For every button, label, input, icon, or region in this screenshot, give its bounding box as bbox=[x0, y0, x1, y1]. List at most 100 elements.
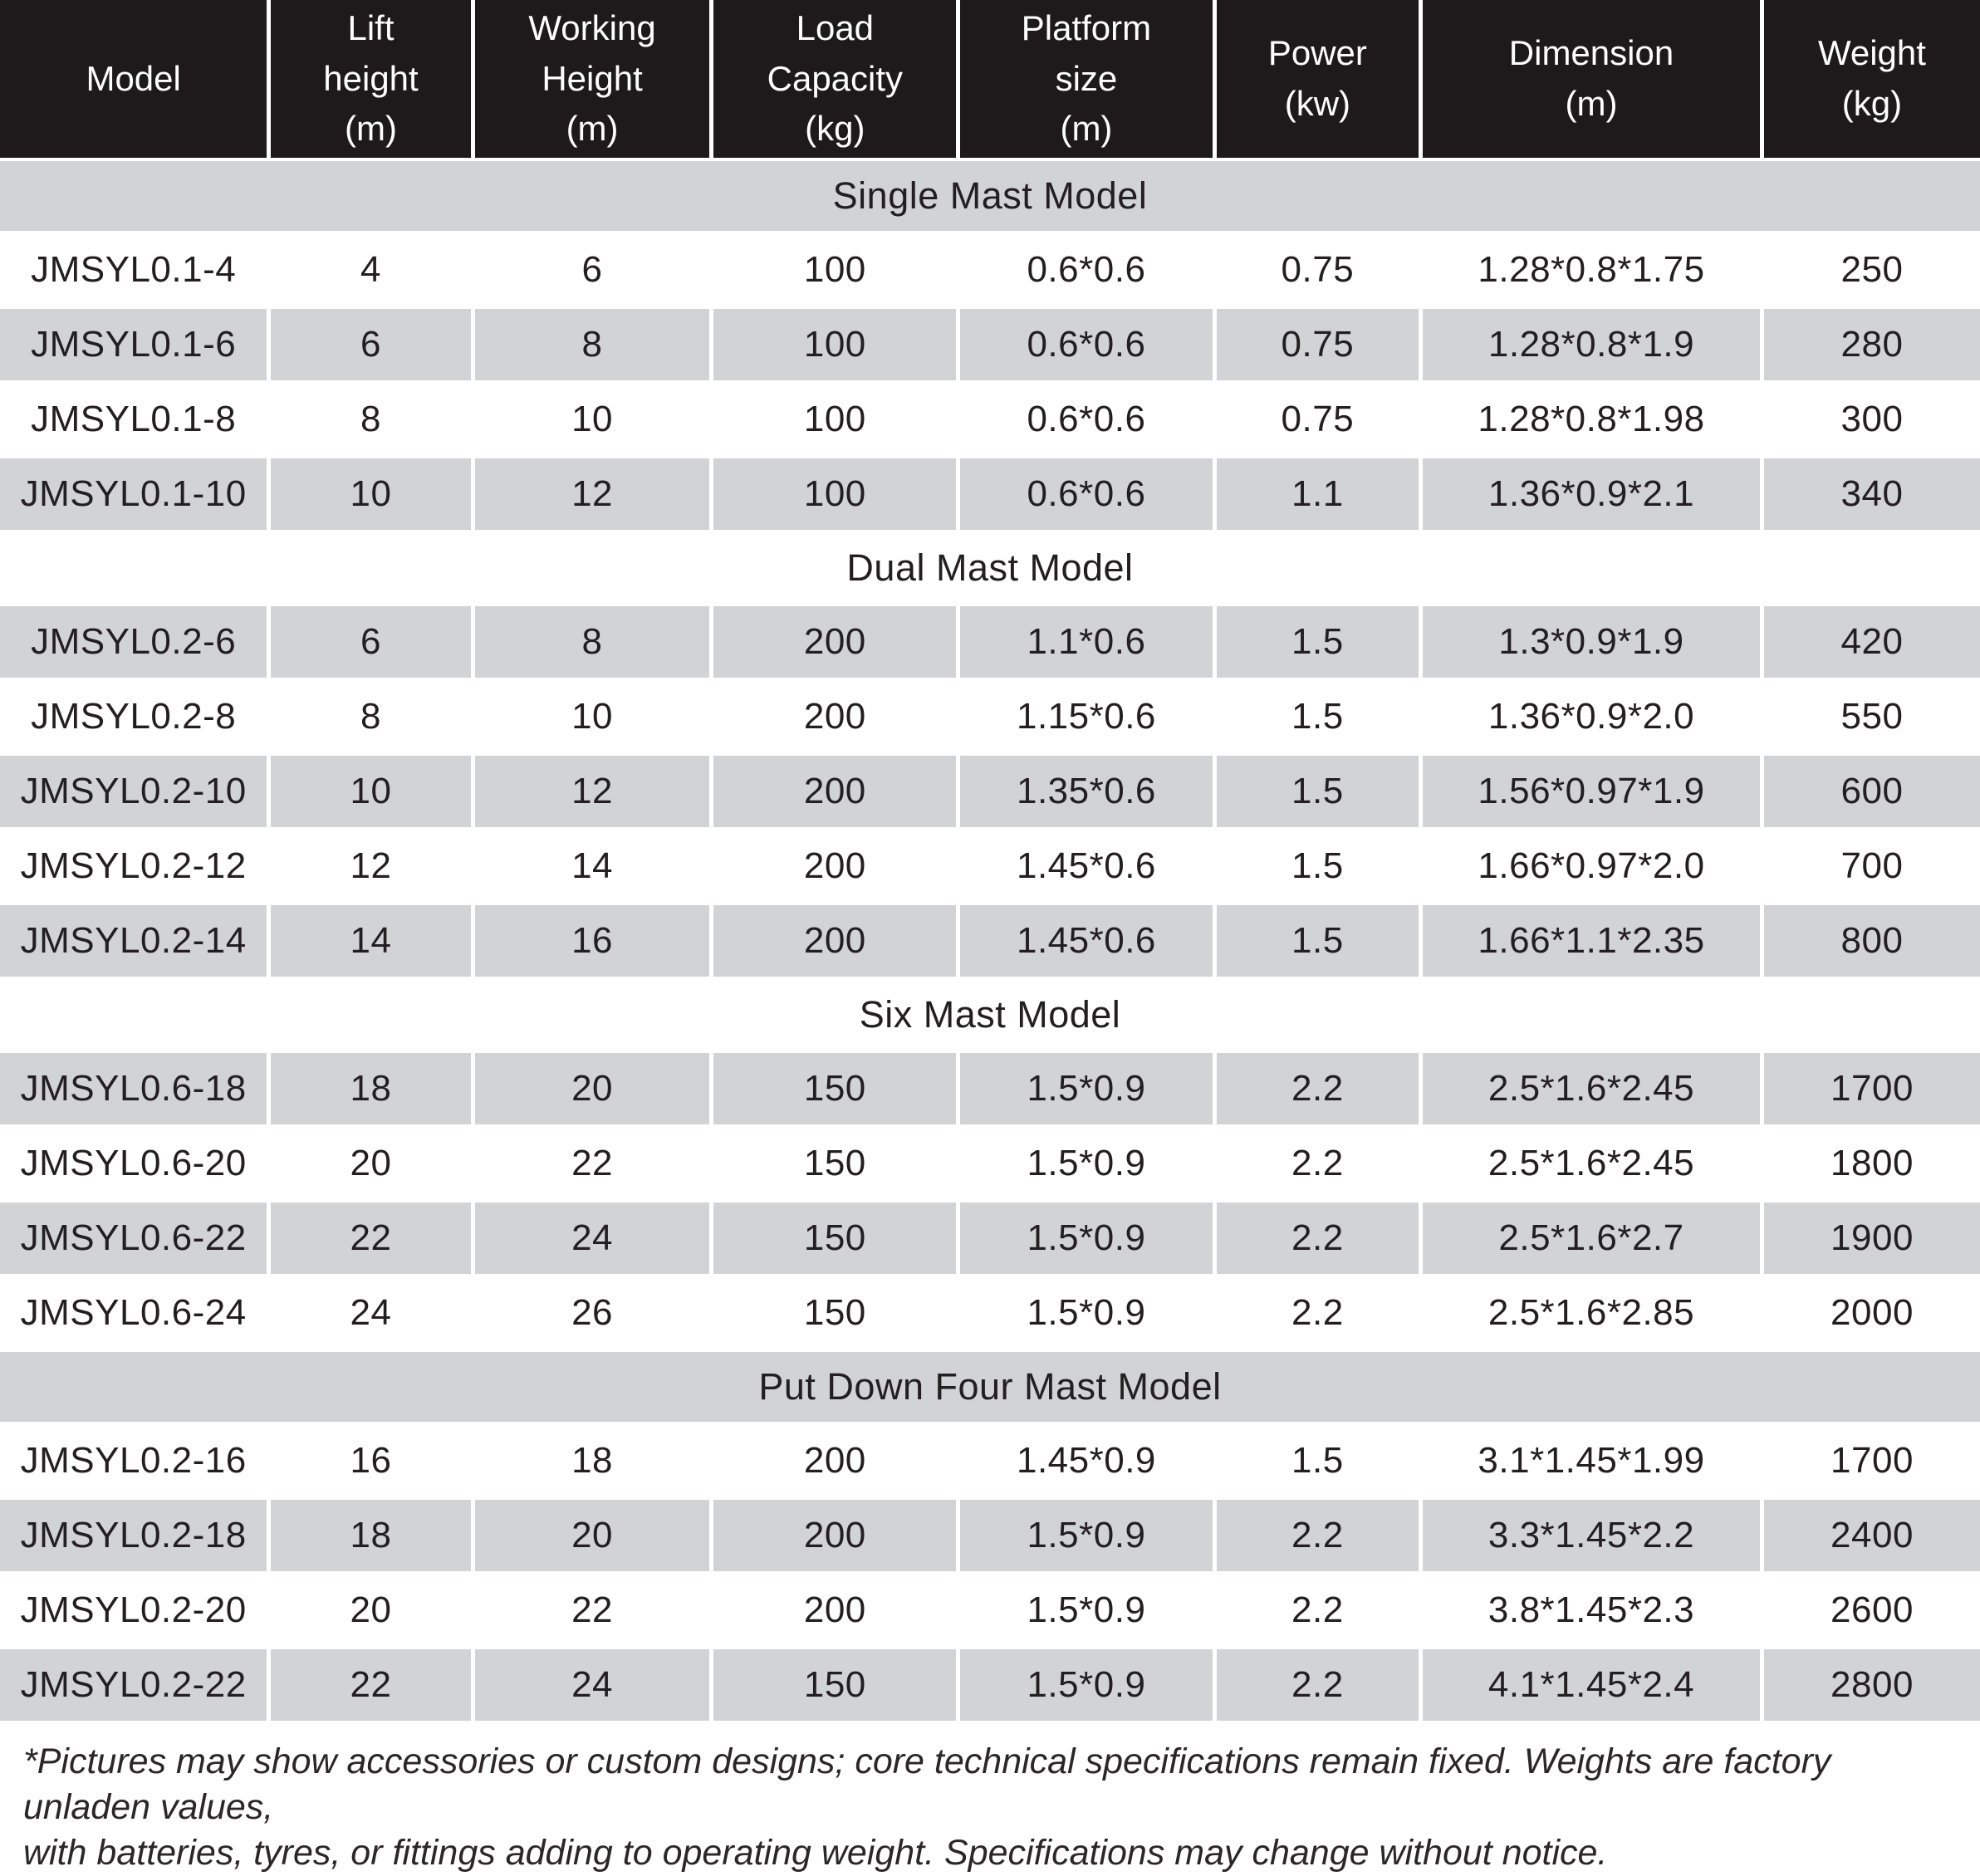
cell-weight: 2600 bbox=[1763, 1575, 1980, 1646]
cell-working-height: 14 bbox=[474, 830, 710, 902]
cell-load-capacity: 200 bbox=[713, 905, 957, 977]
cell-platform-size: 1.1*0.6 bbox=[960, 606, 1213, 678]
table-row: JMSYL0.2-14 14 16 200 1.45*0.6 1.5 1.66*1.1*2.… bbox=[0, 905, 1980, 977]
cell-power: 0.75 bbox=[1216, 384, 1419, 455]
section-header-row: Single Mast Model bbox=[0, 161, 1980, 231]
cell-working-height: 10 bbox=[474, 384, 710, 455]
cell-dimension: 3.8*1.45*2.3 bbox=[1423, 1575, 1760, 1646]
cell-power: 2.2 bbox=[1216, 1277, 1419, 1349]
cell-dimension: 1.56*0.97*1.9 bbox=[1423, 756, 1760, 827]
cell-platform-size: 0.6*0.6 bbox=[960, 458, 1213, 530]
cell-model: JMSYL0.6-24 bbox=[0, 1277, 267, 1349]
cell-dimension: 1.36*0.9*2.0 bbox=[1423, 681, 1760, 752]
cell-working-height: 8 bbox=[474, 309, 710, 380]
cell-platform-size: 1.5*0.9 bbox=[960, 1053, 1213, 1124]
cell-platform-size: 1.5*0.9 bbox=[960, 1575, 1213, 1646]
cell-model: JMSYL0.2-16 bbox=[0, 1425, 267, 1496]
column-header-weight: Weight (kg) bbox=[1763, 0, 1980, 158]
cell-dimension: 1.3*0.9*1.9 bbox=[1423, 606, 1760, 678]
cell-lift-height: 8 bbox=[271, 681, 471, 752]
cell-weight: 700 bbox=[1763, 830, 1980, 902]
cell-platform-size: 1.45*0.9 bbox=[960, 1425, 1213, 1496]
table-header-row: Model Lift height (m) Working Height (m)… bbox=[0, 0, 1980, 158]
cell-lift-height: 20 bbox=[271, 1575, 471, 1646]
column-header-dimension: Dimension (m) bbox=[1423, 0, 1760, 158]
column-header-platform-size: Platform size (m) bbox=[960, 0, 1213, 158]
cell-lift-height: 12 bbox=[271, 830, 471, 902]
cell-platform-size: 1.5*0.9 bbox=[960, 1128, 1213, 1199]
cell-power: 2.2 bbox=[1216, 1053, 1419, 1124]
table-row: JMSYL0.2-10 10 12 200 1.35*0.6 1.5 1.56*0.97*1… bbox=[0, 756, 1980, 827]
cell-lift-height: 24 bbox=[271, 1277, 471, 1349]
cell-power: 2.2 bbox=[1216, 1649, 1419, 1721]
column-header-load-capacity: Load Capacity (kg) bbox=[713, 0, 957, 158]
cell-power: 1.5 bbox=[1216, 606, 1419, 678]
table-row: JMSYL0.1-8 8 10 100 0.6*0.6 0.75 1.28*0.8*1.98… bbox=[0, 384, 1980, 455]
cell-working-height: 6 bbox=[474, 234, 710, 306]
cell-weight: 420 bbox=[1763, 606, 1980, 678]
cell-working-height: 20 bbox=[474, 1500, 710, 1571]
cell-platform-size: 0.6*0.6 bbox=[960, 309, 1213, 380]
table-row: JMSYL0.1-10 10 12 100 0.6*0.6 1.1 1.36*0.9*2.1… bbox=[0, 458, 1980, 530]
cell-load-capacity: 100 bbox=[713, 309, 957, 380]
cell-dimension: 3.3*1.45*2.2 bbox=[1423, 1500, 1760, 1571]
table-row: JMSYL0.2-12 12 14 200 1.45*0.6 1.5 1.66*0.97*2… bbox=[0, 830, 1980, 902]
table-row: JMSYL0.2-18 18 20 200 1.5*0.9 2.2 3.3*1.45*2.2… bbox=[0, 1500, 1980, 1571]
cell-weight: 2000 bbox=[1763, 1277, 1980, 1349]
cell-load-capacity: 100 bbox=[713, 458, 957, 530]
cell-weight: 250 bbox=[1763, 234, 1980, 306]
cell-power: 2.2 bbox=[1216, 1128, 1419, 1199]
cell-load-capacity: 200 bbox=[713, 1575, 957, 1646]
section-header-row: Dual Mast Model bbox=[0, 533, 1980, 603]
cell-weight: 300 bbox=[1763, 384, 1980, 455]
table-row: JMSYL0.6-20 20 22 150 1.5*0.9 2.2 2.5*1.6*2.45… bbox=[0, 1128, 1980, 1199]
cell-weight: 600 bbox=[1763, 756, 1980, 827]
cell-dimension: 4.1*1.45*2.4 bbox=[1423, 1649, 1760, 1721]
cell-lift-height: 20 bbox=[271, 1128, 471, 1199]
cell-load-capacity: 150 bbox=[713, 1649, 957, 1721]
cell-load-capacity: 200 bbox=[713, 830, 957, 902]
section-title: Six Mast Model bbox=[859, 993, 1121, 1036]
section-title: Put Down Four Mast Model bbox=[758, 1365, 1222, 1408]
cell-lift-height: 6 bbox=[271, 309, 471, 380]
table-row: JMSYL0.1-4 4 6 100 0.6*0.6 0.75 1.28*0.8*1.75 2… bbox=[0, 234, 1980, 306]
cell-platform-size: 0.6*0.6 bbox=[960, 384, 1213, 455]
cell-platform-size: 1.5*0.9 bbox=[960, 1649, 1213, 1721]
table-row: JMSYL0.6-22 22 24 150 1.5*0.9 2.2 2.5*1.6*2.7 1… bbox=[0, 1203, 1980, 1274]
cell-working-height: 26 bbox=[474, 1277, 710, 1349]
cell-weight: 550 bbox=[1763, 681, 1980, 752]
cell-lift-height: 16 bbox=[271, 1425, 471, 1496]
cell-dimension: 1.28*0.8*1.9 bbox=[1423, 309, 1760, 380]
cell-power: 1.5 bbox=[1216, 1425, 1419, 1496]
cell-dimension: 2.5*1.6*2.7 bbox=[1423, 1203, 1760, 1274]
cell-load-capacity: 150 bbox=[713, 1203, 957, 1274]
cell-power: 0.75 bbox=[1216, 234, 1419, 306]
cell-load-capacity: 200 bbox=[713, 1500, 957, 1571]
table-row: JMSYL0.2-6 6 8 200 1.1*0.6 1.5 1.3*0.9*1.9 420 bbox=[0, 606, 1980, 678]
cell-model: JMSYL0.1-4 bbox=[0, 234, 267, 306]
cell-load-capacity: 150 bbox=[713, 1128, 957, 1199]
cell-platform-size: 1.5*0.9 bbox=[960, 1203, 1213, 1274]
column-header-lift-height: Lift height (m) bbox=[271, 0, 471, 158]
cell-weight: 2400 bbox=[1763, 1500, 1980, 1571]
cell-weight: 1700 bbox=[1763, 1425, 1980, 1496]
cell-dimension: 2.5*1.6*2.85 bbox=[1423, 1277, 1760, 1349]
table-row: JMSYL0.2-16 16 18 200 1.45*0.9 1.5 3.1*1.45*1.… bbox=[0, 1425, 1980, 1496]
cell-platform-size: 1.35*0.6 bbox=[960, 756, 1213, 827]
cell-power: 1.5 bbox=[1216, 905, 1419, 977]
table-row: JMSYL0.2-20 20 22 200 1.5*0.9 2.2 3.8*1.45*2.3… bbox=[0, 1575, 1980, 1646]
cell-lift-height: 22 bbox=[271, 1203, 471, 1274]
cell-working-height: 22 bbox=[474, 1575, 710, 1646]
cell-lift-height: 14 bbox=[271, 905, 471, 977]
section-header-row: Put Down Four Mast Model bbox=[0, 1352, 1980, 1422]
cell-lift-height: 18 bbox=[271, 1053, 471, 1124]
cell-load-capacity: 200 bbox=[713, 606, 957, 678]
cell-model: JMSYL0.1-6 bbox=[0, 309, 267, 380]
column-header-model: Model bbox=[0, 0, 267, 158]
cell-load-capacity: 200 bbox=[713, 1425, 957, 1496]
table-row: JMSYL0.2-8 8 10 200 1.15*0.6 1.5 1.36*0.9*2.0 5… bbox=[0, 681, 1980, 752]
section-title: Single Mast Model bbox=[832, 174, 1148, 217]
cell-dimension: 2.5*1.6*2.45 bbox=[1423, 1053, 1760, 1124]
cell-dimension: 3.1*1.45*1.99 bbox=[1423, 1425, 1760, 1496]
cell-working-height: 24 bbox=[474, 1649, 710, 1721]
